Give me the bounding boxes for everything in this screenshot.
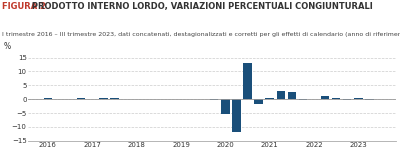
Bar [243,63,252,99]
Bar [221,99,230,114]
Bar [210,99,218,100]
Text: I trimestre 2016 – III trimestre 2023, dati concatenati, destagionalizzati e cor: I trimestre 2016 – III trimestre 2023, d… [2,32,400,37]
Bar [199,99,207,100]
Bar [177,99,185,100]
Bar [77,98,86,99]
Bar [254,99,263,104]
Bar [232,99,240,132]
Bar [354,98,362,99]
Bar [154,99,163,100]
Bar [299,99,307,100]
Text: FIGURA 2.: FIGURA 2. [2,2,49,11]
Bar [365,99,374,100]
Bar [266,98,274,99]
Text: %: % [4,42,11,51]
Text: PRODOTTO INTERNO LORDO, VARIAZIONI PERCENTUALI CONGIUNTURALI: PRODOTTO INTERNO LORDO, VARIAZIONI PERCE… [29,2,373,11]
Bar [321,96,329,99]
Bar [343,99,352,100]
Bar [276,91,285,99]
Bar [110,98,119,99]
Bar [332,98,340,99]
Bar [310,99,318,100]
Bar [288,92,296,99]
Bar [99,98,108,99]
Bar [44,98,52,99]
